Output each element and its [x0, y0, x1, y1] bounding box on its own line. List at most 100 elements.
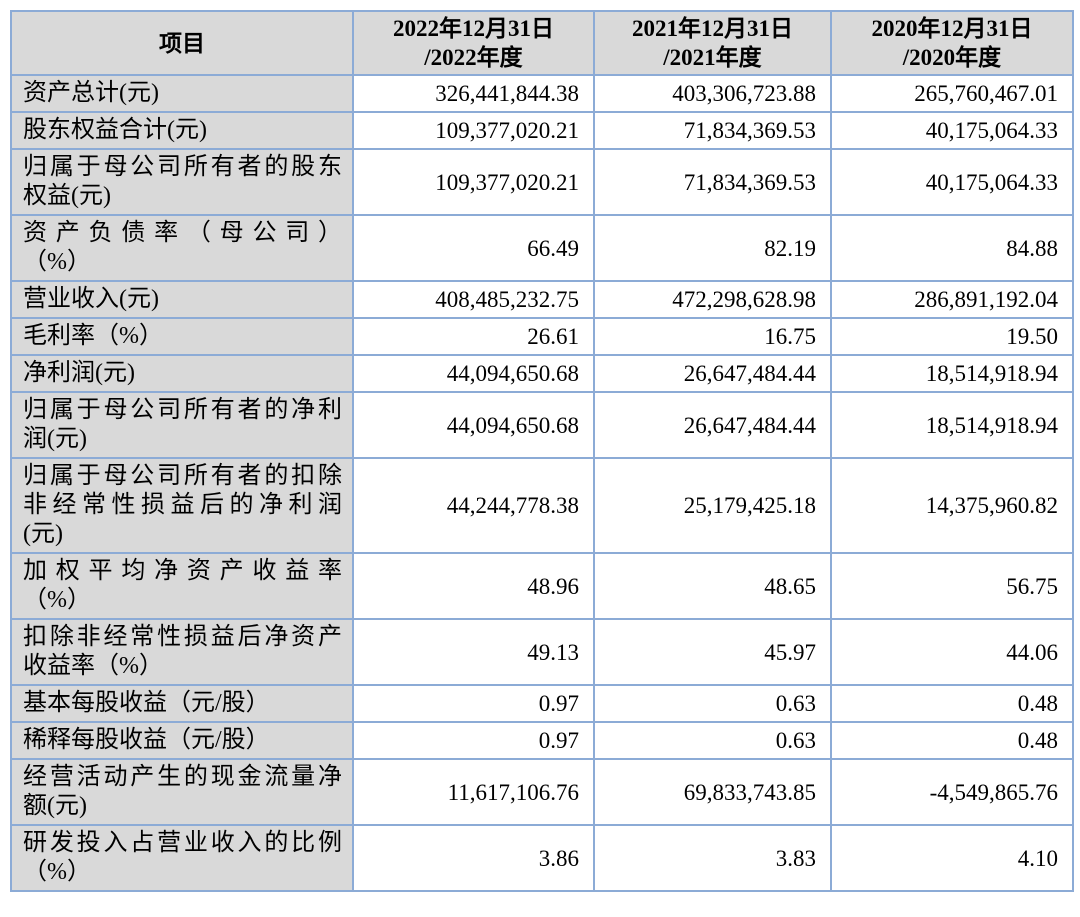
row-label-line: 扣除非经常性损益后净资产	[23, 624, 342, 650]
row-value: 45.97	[593, 618, 832, 686]
row-label-line: 非经常性损益后的净利润	[23, 492, 342, 518]
table-row: 经营活动产生的现金流量净 额(元) 11,617,106.76 69,833,743.…	[10, 758, 1074, 826]
row-label-line: 基本每股收益（元/股）	[23, 690, 270, 716]
row-value: 16.75	[593, 317, 832, 356]
row-value: 69,833,743.85	[593, 758, 832, 826]
row-value: 408,485,232.75	[352, 280, 595, 319]
table-row: 归属于母公司所有者的扣除 非经常性损益后的净利润 (元) 44,244,778.38 2…	[10, 457, 1074, 554]
item-column-header: 项目	[10, 10, 354, 76]
table-row: 归属于母公司所有者的净利 润(元) 44,094,650.68 26,647,484.…	[10, 391, 1074, 459]
row-value: 0.97	[352, 684, 595, 723]
row-value: 26.61	[352, 317, 595, 356]
row-label-line: 股东权益合计(元)	[23, 117, 207, 143]
row-label-line: 额(元)	[23, 793, 87, 819]
row-label-line: （%）	[23, 859, 91, 885]
row-value: 71,834,369.53	[593, 111, 832, 150]
period-column-header-2022: 2022年12月31日 /2022年度	[352, 10, 595, 76]
row-label: 营业收入(元)	[10, 280, 354, 319]
row-value: 44,094,650.68	[352, 391, 595, 459]
row-label-line: 净利润(元)	[23, 360, 135, 386]
row-value: 11,617,106.76	[352, 758, 595, 826]
row-label-line: 润(元)	[23, 426, 87, 452]
row-value: 44,094,650.68	[352, 354, 595, 393]
row-label-line: 加权平均净资产收益率	[23, 558, 342, 584]
row-value: 0.63	[593, 684, 832, 723]
row-value: 40,175,064.33	[830, 148, 1074, 216]
table-row: 扣除非经常性损益后净资产 收益率（%） 49.13 45.97 44.06	[10, 618, 1074, 686]
financial-summary-table: 项目 2022年12月31日 /2022年度 2021年12月31日 /2021…	[10, 10, 1074, 892]
row-value: 48.96	[352, 552, 595, 620]
row-label-line: （%）	[23, 249, 91, 275]
row-value: 265,760,467.01	[830, 74, 1074, 113]
row-value: 0.48	[830, 684, 1074, 723]
row-value: 403,306,723.88	[593, 74, 832, 113]
row-value: 56.75	[830, 552, 1074, 620]
table-row: 归属于母公司所有者的股东 权益(元) 109,377,020.21 71,834,36…	[10, 148, 1074, 216]
table-header-row: 项目 2022年12月31日 /2022年度 2021年12月31日 /2021…	[10, 10, 1074, 76]
row-label: 资产负债率（母公司） （%）	[10, 214, 354, 282]
row-value: 19.50	[830, 317, 1074, 356]
row-label-line: 稀释每股收益（元/股）	[23, 727, 270, 753]
row-label: 经营活动产生的现金流量净 额(元)	[10, 758, 354, 826]
row-label-line: 归属于母公司所有者的扣除	[23, 463, 342, 489]
period-column-header-2020: 2020年12月31日 /2020年度	[830, 10, 1074, 76]
row-value: 3.86	[352, 824, 595, 892]
row-value: 472,298,628.98	[593, 280, 832, 319]
table-row: 净利润(元) 44,094,650.68 26,647,484.44 18,514,9…	[10, 354, 1074, 393]
row-label: 毛利率（%）	[10, 317, 354, 356]
table-row: 基本每股收益（元/股） 0.97 0.63 0.48	[10, 684, 1074, 723]
row-value: 26,647,484.44	[593, 391, 832, 459]
row-value: 109,377,020.21	[352, 111, 595, 150]
table-row: 股东权益合计(元) 109,377,020.21 71,834,369.53 40,1…	[10, 111, 1074, 150]
row-label-line: （%）	[23, 587, 91, 613]
row-label-line: 毛利率（%）	[23, 323, 163, 349]
table-row: 稀释每股收益（元/股） 0.97 0.63 0.48	[10, 721, 1074, 760]
row-label-line: 收益率（%）	[23, 653, 163, 679]
row-value: 25,179,425.18	[593, 457, 832, 554]
row-value: 82.19	[593, 214, 832, 282]
row-value: 71,834,369.53	[593, 148, 832, 216]
row-label-line: 经营活动产生的现金流量净	[23, 764, 342, 790]
table-row: 加权平均净资产收益率 （%） 48.96 48.65 56.75	[10, 552, 1074, 620]
row-label: 稀释每股收益（元/股）	[10, 721, 354, 760]
row-label: 净利润(元)	[10, 354, 354, 393]
row-value: 18,514,918.94	[830, 354, 1074, 393]
table-row: 资产总计(元) 326,441,844.38 403,306,723.88 265,7…	[10, 74, 1074, 113]
row-value: 0.97	[352, 721, 595, 760]
row-label: 基本每股收益（元/股）	[10, 684, 354, 723]
row-value: 66.49	[352, 214, 595, 282]
row-value: 326,441,844.38	[352, 74, 595, 113]
row-label-line: (元)	[23, 521, 63, 547]
row-value: 26,647,484.44	[593, 354, 832, 393]
row-label: 扣除非经常性损益后净资产 收益率（%）	[10, 618, 354, 686]
row-label: 加权平均净资产收益率 （%）	[10, 552, 354, 620]
table-body: 资产总计(元) 326,441,844.38 403,306,723.88 265,7…	[10, 74, 1074, 892]
row-label: 归属于母公司所有者的扣除 非经常性损益后的净利润 (元)	[10, 457, 354, 554]
row-value: 4.10	[830, 824, 1074, 892]
row-label: 股东权益合计(元)	[10, 111, 354, 150]
row-value: 286,891,192.04	[830, 280, 1074, 319]
row-value: 109,377,020.21	[352, 148, 595, 216]
row-value: 40,175,064.33	[830, 111, 1074, 150]
row-label: 归属于母公司所有者的股东 权益(元)	[10, 148, 354, 216]
table-row: 研发投入占营业收入的比例 （%） 3.86 3.83 4.10	[10, 824, 1074, 892]
row-value: 49.13	[352, 618, 595, 686]
row-value: 44,244,778.38	[352, 457, 595, 554]
row-label-line: 权益(元)	[23, 183, 111, 209]
row-label: 归属于母公司所有者的净利 润(元)	[10, 391, 354, 459]
row-value: 0.48	[830, 721, 1074, 760]
row-label-line: 营业收入(元)	[23, 286, 159, 312]
table-row: 毛利率（%） 26.61 16.75 19.50	[10, 317, 1074, 356]
row-label-line: 归属于母公司所有者的净利	[23, 397, 342, 423]
table-row: 营业收入(元) 408,485,232.75 472,298,628.98 286,8…	[10, 280, 1074, 319]
row-value: -4,549,865.76	[830, 758, 1074, 826]
row-value: 48.65	[593, 552, 832, 620]
row-value: 18,514,918.94	[830, 391, 1074, 459]
row-value: 0.63	[593, 721, 832, 760]
row-label: 研发投入占营业收入的比例 （%）	[10, 824, 354, 892]
row-label-line: 研发投入占营业收入的比例	[23, 830, 342, 856]
row-value: 14,375,960.82	[830, 457, 1074, 554]
row-label: 资产总计(元)	[10, 74, 354, 113]
period-column-header-2021: 2021年12月31日 /2021年度	[593, 10, 832, 76]
